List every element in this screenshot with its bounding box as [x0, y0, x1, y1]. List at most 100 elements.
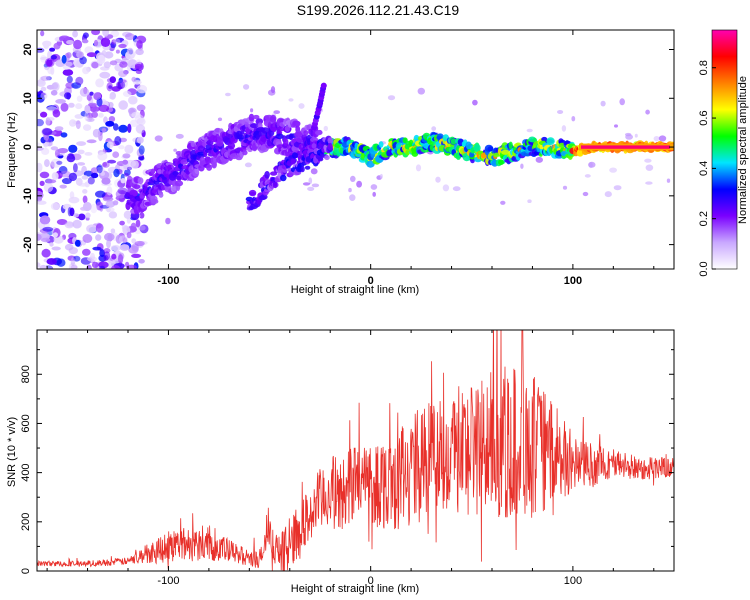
noise-blob [56, 219, 68, 225]
noise-blob [243, 84, 250, 90]
branch-blob [294, 152, 299, 158]
spectrogram-xtick-label: 100 [564, 275, 582, 287]
noise-blob [244, 162, 252, 168]
noise-blob [67, 207, 72, 217]
noise-blob [136, 84, 148, 94]
noise-blob [82, 189, 88, 194]
noise-blob [250, 108, 254, 113]
noise-blob [84, 112, 89, 122]
noise-blob [103, 254, 109, 262]
noise-blob [356, 180, 362, 188]
noise-blob [118, 79, 127, 83]
strong-band [579, 143, 674, 151]
noise-blob [379, 173, 383, 179]
noise-blob [435, 176, 441, 183]
noise-blob [89, 91, 94, 96]
noise-blob [106, 186, 113, 196]
noise-blob [50, 202, 60, 211]
noise-blob [51, 246, 61, 251]
noise-blob [42, 226, 54, 232]
noise-blob [39, 264, 48, 269]
noise-blob [64, 92, 72, 100]
noise-blob [99, 265, 105, 269]
noise-blob [72, 30, 78, 38]
noise-blob [37, 200, 47, 205]
noise-blob [298, 103, 305, 109]
noise-blob [46, 117, 55, 121]
noise-blob [75, 103, 83, 110]
noise-blob [57, 148, 69, 154]
noise-blob [53, 42, 61, 50]
noise-blob [138, 156, 145, 161]
noise-blob [136, 104, 146, 112]
noise-blob [84, 104, 91, 114]
figure-title: S199.2026.112.21.43.C19 [297, 2, 460, 18]
noise-blob [40, 237, 51, 243]
noise-blob [126, 231, 132, 239]
spectrogram-ylabel: Frequency (Hz) [6, 112, 18, 188]
noise-blob [98, 112, 104, 118]
noise-blob [37, 162, 43, 173]
noise-blob [308, 177, 313, 185]
noise-blob [39, 215, 51, 225]
noise-blob [37, 233, 42, 241]
noise-blob [86, 224, 98, 233]
ridge-blob [174, 180, 184, 187]
ridge-blob [405, 150, 410, 156]
snr-panel: -100 0 100 0 200 400 600 800 Height of straight… [6, 329, 675, 595]
noise-blob [79, 87, 90, 97]
noise-blob [93, 39, 99, 47]
noise-blob [44, 159, 50, 168]
snr-ytick-label: 800 [20, 365, 32, 383]
noise-blob [120, 178, 126, 184]
noise-blob [112, 151, 120, 158]
noise-blob [135, 124, 146, 134]
spectrogram-noise [37, 30, 671, 269]
noise-blob [520, 163, 524, 169]
noise-blob [42, 40, 52, 47]
noise-blob [118, 145, 125, 150]
ridge-blob [222, 136, 229, 143]
noise-blob [113, 168, 120, 178]
noise-blob [49, 47, 56, 52]
branch-blob [324, 155, 330, 161]
noise-blob [68, 144, 78, 153]
noise-blob [40, 92, 48, 100]
ridge-blob [205, 143, 214, 151]
colorbar-tick-label: 0.2 [698, 211, 710, 226]
noise-blob [106, 239, 111, 249]
spectrogram-xlabel: Height of straight line (km) [291, 284, 419, 296]
noise-blob [114, 136, 122, 146]
ridge-blob [211, 161, 217, 169]
noise-blob [110, 228, 116, 234]
noise-blob [217, 117, 223, 122]
noise-blob [134, 63, 143, 69]
branch-blob [256, 199, 262, 205]
ridge-blob [250, 123, 259, 129]
noise-blob [61, 54, 67, 64]
noise-blob [557, 110, 564, 114]
noise-blob [68, 247, 79, 255]
noise-blob [310, 168, 318, 175]
spike-blob [320, 82, 327, 89]
noise-blob [584, 174, 591, 178]
noise-blob [134, 240, 145, 247]
noise-blob [59, 184, 67, 189]
noise-blob [92, 106, 100, 112]
noise-blob [609, 167, 617, 173]
noise-blob [349, 194, 356, 202]
ridge-blob [180, 158, 189, 165]
branch-blob [248, 189, 257, 196]
noise-blob [645, 181, 653, 185]
noise-blob [75, 120, 81, 130]
spectrogram-xtick-label: -100 [157, 275, 179, 287]
ridge-blob [239, 130, 245, 135]
noise-blob [95, 234, 102, 241]
branch-blob [280, 174, 287, 182]
noise-blob [37, 118, 44, 127]
snr-ytick-label: 600 [20, 414, 32, 432]
noise-blob [102, 196, 114, 202]
noise-blob [82, 201, 92, 212]
ridge-blob [150, 168, 155, 175]
